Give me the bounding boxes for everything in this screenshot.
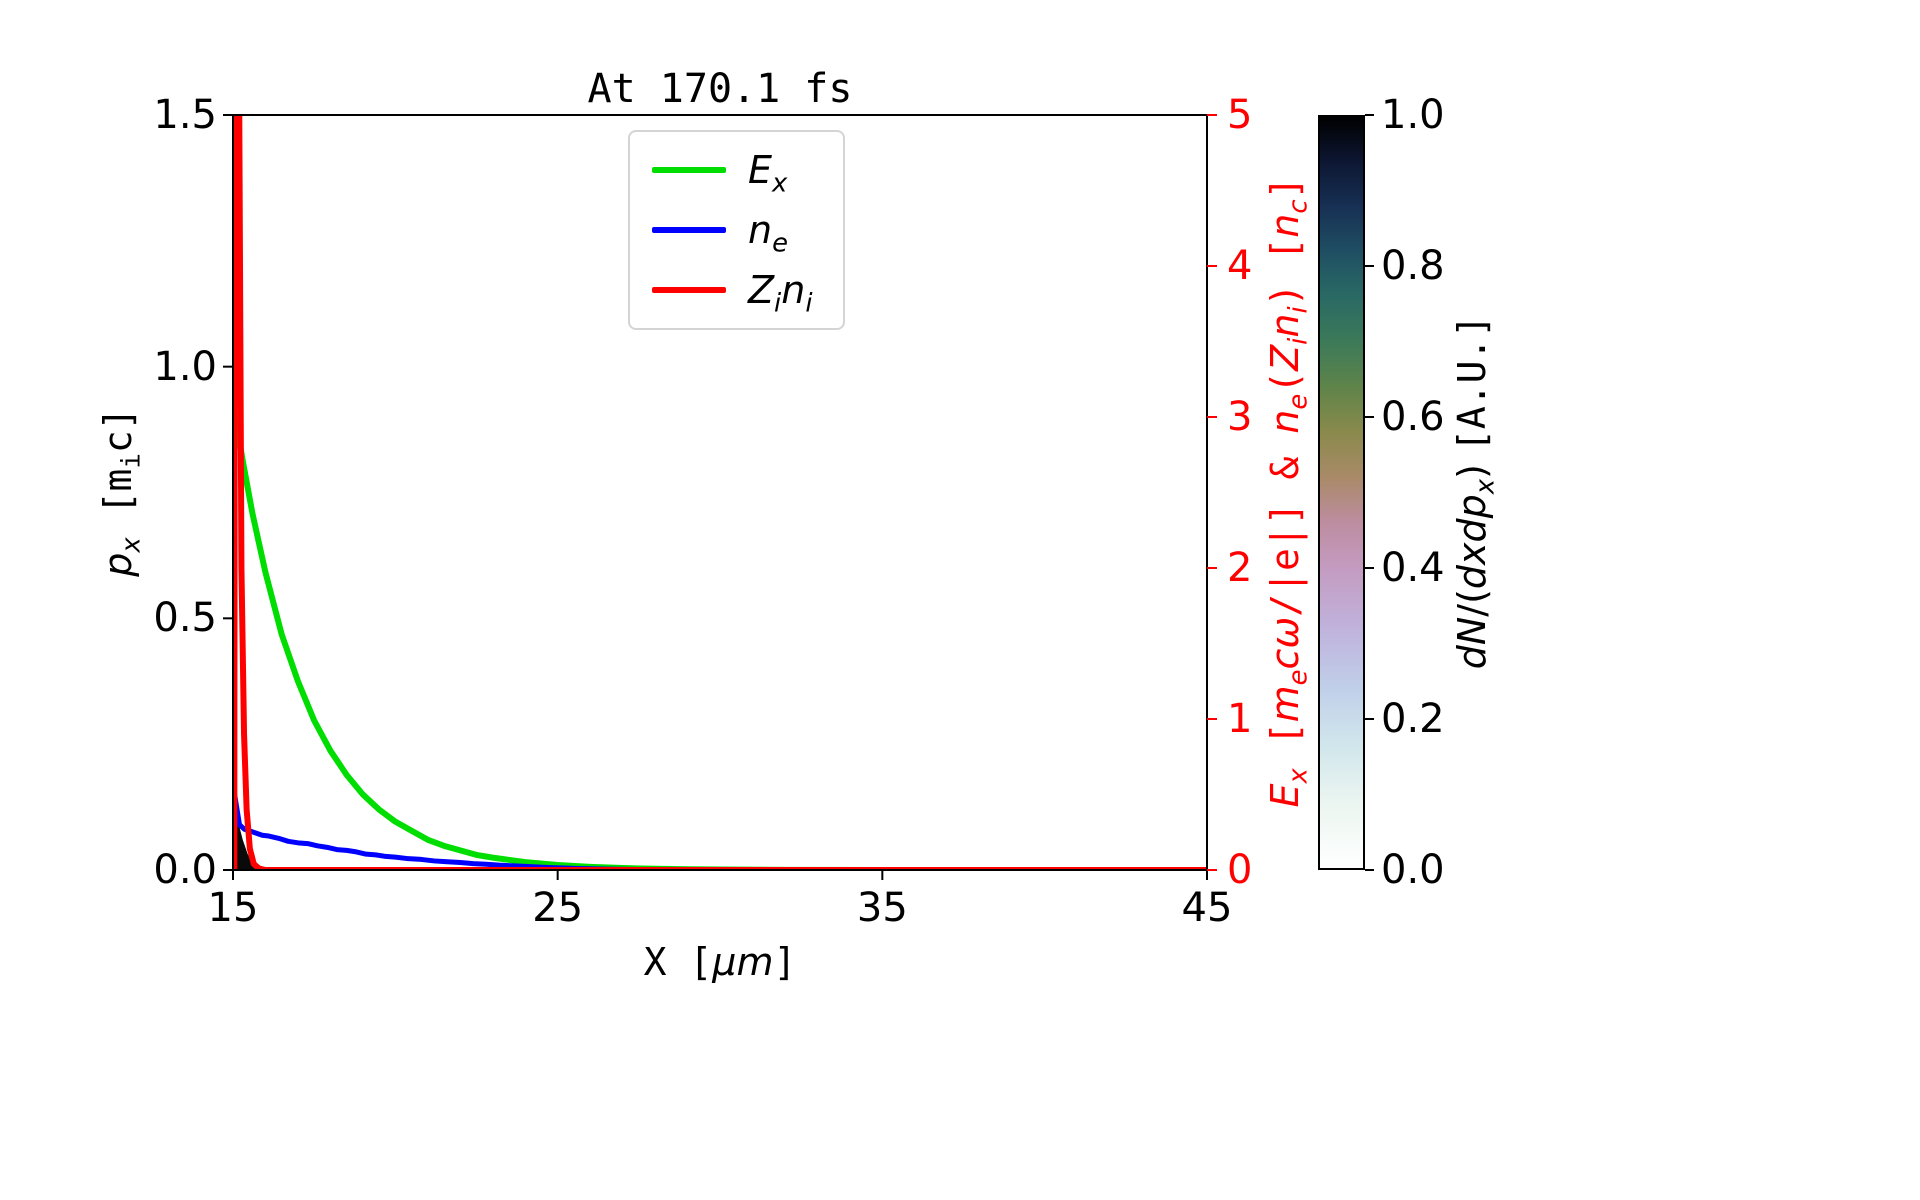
colorbar-tick-label: 0.6 xyxy=(1381,394,1445,440)
x-tick-label: 45 xyxy=(1181,885,1233,931)
y-right-tick-label: 2 xyxy=(1227,545,1253,591)
chart-title: At 170.1 fs xyxy=(587,66,853,112)
legend: Ex ne Zini xyxy=(628,130,845,330)
y-left-tick-label: 1.5 xyxy=(153,92,217,138)
legend-label-ex: Ex xyxy=(748,148,788,199)
colorbar-tick-label: 0.4 xyxy=(1381,545,1445,591)
colorbar-label: dN/(dxdpx) [A.U.] xyxy=(1450,314,1501,670)
y-right-tick-label: 1 xyxy=(1227,696,1253,742)
series-line-ex xyxy=(233,398,1207,870)
y-left-tick-label: 0.5 xyxy=(153,595,217,642)
y-right-tick-label: 5 xyxy=(1227,92,1253,138)
y-axis-label-right: Ex [mecω/|e|] & ne(Zini) [nc] xyxy=(1263,176,1314,808)
legend-item-zini: Zini xyxy=(652,268,813,319)
colorbar-tick-label: 1.0 xyxy=(1381,92,1445,138)
colorbar-tick-label: 0.2 xyxy=(1381,696,1445,742)
histogram-blob xyxy=(233,799,264,870)
series-line-ne xyxy=(233,792,1207,870)
y-axis-label-left: px [mic] xyxy=(96,407,147,577)
colorbar-gradient xyxy=(1318,115,1365,870)
y-right-tick-label: 3 xyxy=(1227,394,1253,440)
colorbar-tick-label: 0.8 xyxy=(1381,243,1445,289)
legend-line-ex-swatch xyxy=(652,167,726,173)
y-right-tick-label: 0 xyxy=(1227,847,1253,893)
legend-line-ne-swatch xyxy=(652,227,726,233)
colorbar xyxy=(1318,115,1365,870)
colorbar-tick-label: 0.0 xyxy=(1381,847,1445,893)
series-line-zini xyxy=(233,115,1207,870)
legend-item-ne: ne xyxy=(652,208,813,259)
y-left-tick-label: 1.0 xyxy=(153,343,217,390)
x-tick-label: 15 xyxy=(207,885,259,931)
y-right-tick-label: 4 xyxy=(1227,243,1253,289)
x-axis-label: X [μm] xyxy=(643,940,797,984)
x-tick-label: 35 xyxy=(856,885,908,931)
legend-item-ex: Ex xyxy=(652,148,813,199)
legend-line-zini-swatch xyxy=(652,287,726,293)
x-tick-label: 25 xyxy=(532,885,584,931)
legend-label-zini: Zini xyxy=(748,268,813,319)
legend-label-ne: ne xyxy=(748,208,788,259)
y-left-tick-label: 0.0 xyxy=(153,847,217,893)
axes-spines xyxy=(232,114,1208,871)
